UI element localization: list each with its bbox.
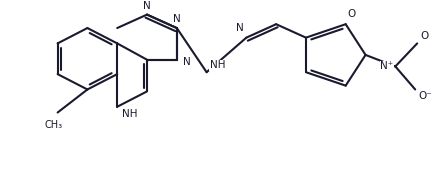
- Text: N: N: [173, 14, 180, 24]
- Text: N: N: [235, 23, 243, 33]
- Text: N: N: [182, 57, 190, 67]
- Text: O⁻: O⁻: [417, 91, 431, 101]
- Text: CH₃: CH₃: [44, 120, 62, 130]
- Text: NH: NH: [122, 109, 138, 119]
- Text: O: O: [419, 31, 427, 42]
- Text: N⁺: N⁺: [379, 61, 392, 71]
- Text: N: N: [143, 1, 151, 11]
- Text: NH: NH: [209, 60, 224, 70]
- Text: O: O: [347, 9, 355, 19]
